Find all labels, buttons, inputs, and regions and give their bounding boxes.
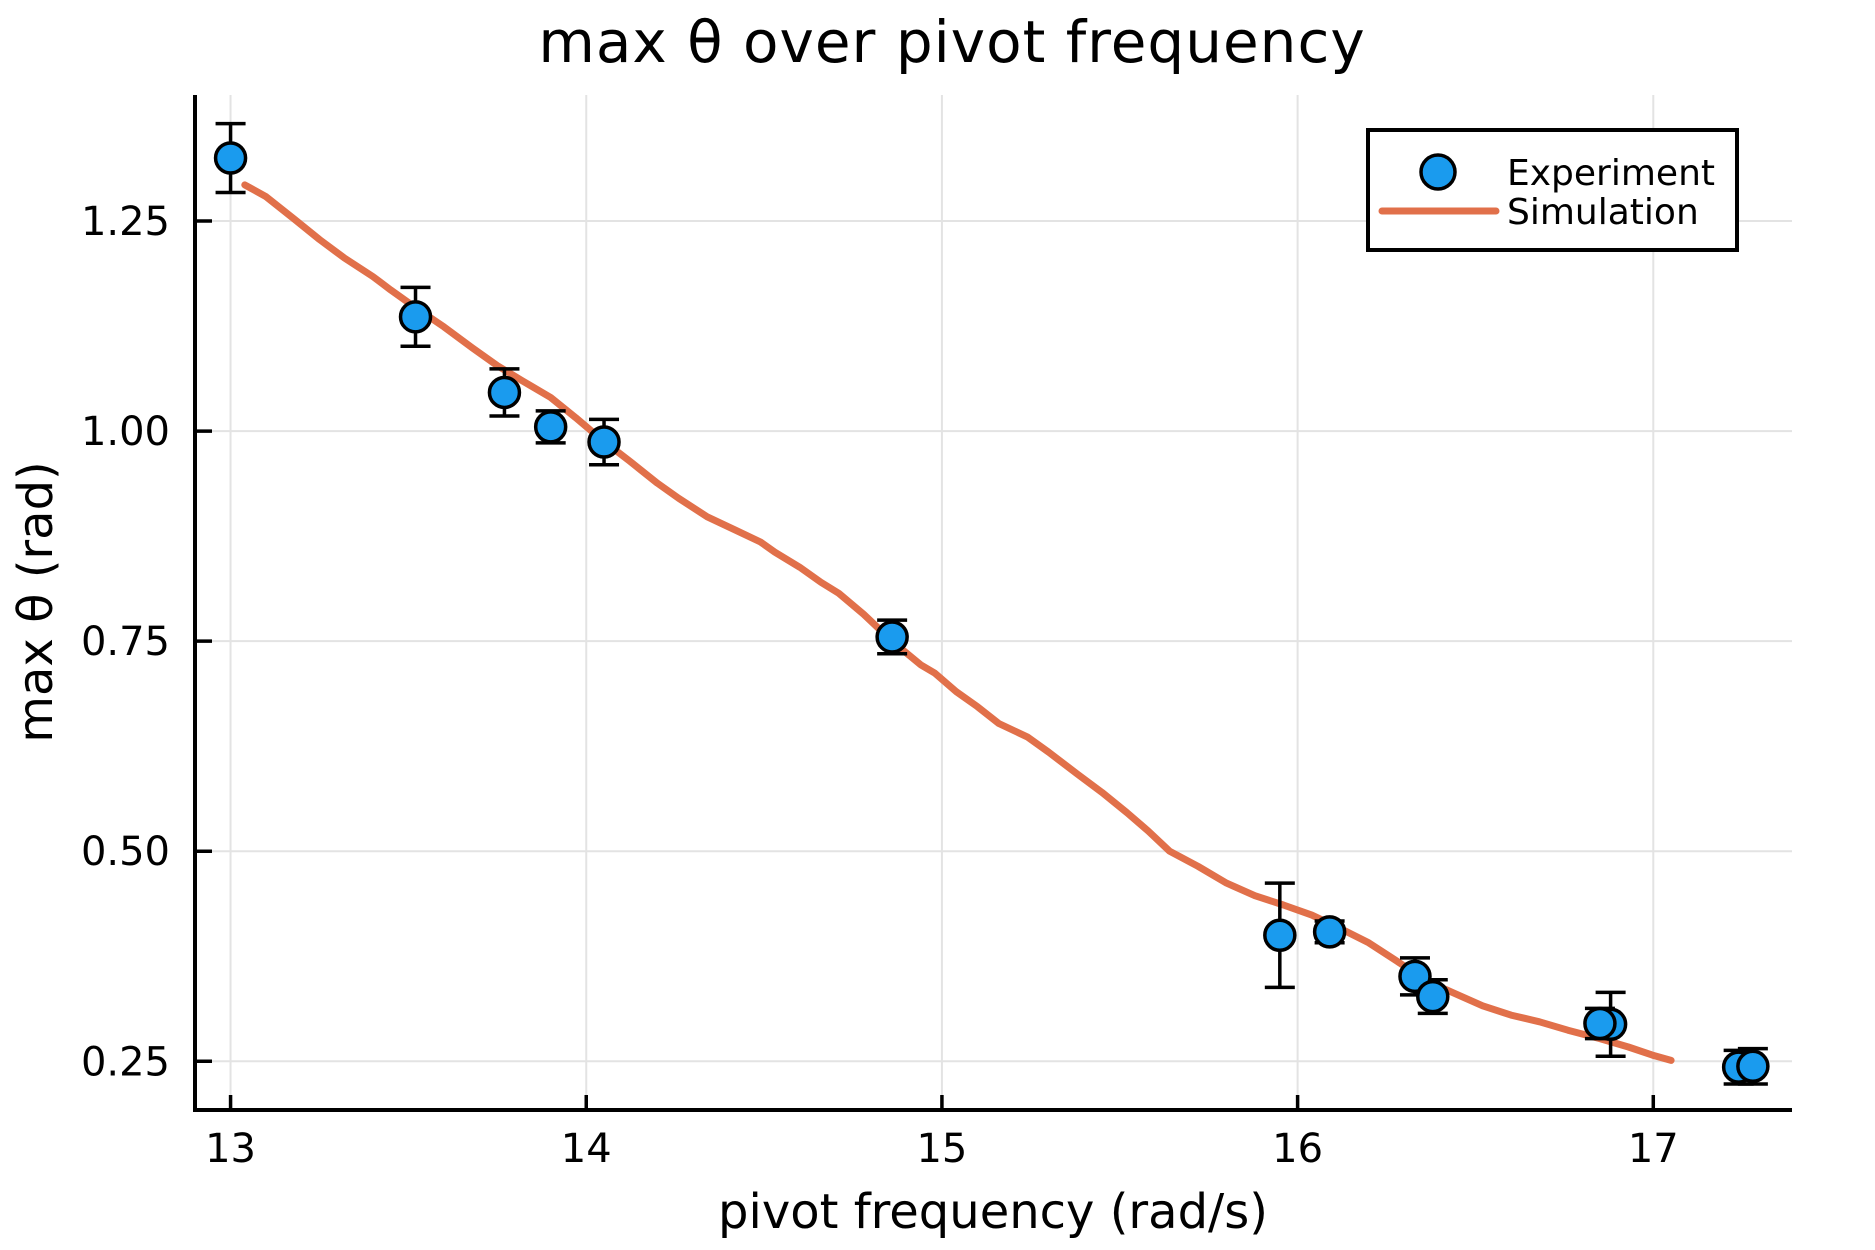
legend-box bbox=[1366, 128, 1739, 252]
y-tick-label: 1.25 bbox=[81, 199, 170, 245]
x-tick-label: 15 bbox=[916, 1126, 967, 1172]
data-point-marker bbox=[213, 141, 248, 175]
x-tick-label: 17 bbox=[1628, 1126, 1679, 1172]
legend-experiment-marker-icon bbox=[1419, 153, 1457, 191]
data-point-marker bbox=[1312, 915, 1347, 949]
data-point-marker bbox=[587, 425, 621, 459]
data-point-marker bbox=[1416, 979, 1450, 1014]
x-axis-label: pivot frequency (rad/s) bbox=[718, 1184, 1268, 1240]
y-tick-label: 0.25 bbox=[81, 1039, 170, 1085]
y-axis-label: max θ (rad) bbox=[8, 461, 64, 743]
legend: Experiment Simulation bbox=[1366, 128, 1739, 252]
x-tick-label: 14 bbox=[561, 1126, 612, 1172]
data-point-marker bbox=[1736, 1049, 1770, 1084]
chart-title: max θ over pivot frequency bbox=[538, 8, 1365, 76]
data-point-marker bbox=[1263, 918, 1297, 952]
tick-labels-layer: 13 14 15 16 17 0.25 0.50 0.75 1.00 1.25 bbox=[81, 199, 1679, 1172]
x-tick-label: 13 bbox=[205, 1126, 256, 1172]
x-tick-label: 16 bbox=[1272, 1126, 1323, 1172]
legend-label-simulation: Simulation bbox=[1507, 192, 1699, 233]
data-point-marker bbox=[875, 620, 909, 654]
y-tick-label: 1.00 bbox=[81, 409, 170, 455]
legend-label-experiment: Experiment bbox=[1507, 153, 1715, 194]
data-point-marker bbox=[398, 300, 433, 334]
y-tick-label: 0.75 bbox=[81, 619, 170, 665]
data-point-marker bbox=[1583, 1006, 1617, 1041]
data-point-marker bbox=[533, 410, 568, 444]
axes-layer bbox=[193, 95, 1792, 1112]
series-layer bbox=[213, 121, 1770, 1086]
data-point-marker bbox=[487, 375, 522, 410]
y-tick-label: 0.50 bbox=[81, 829, 170, 875]
simulation-line bbox=[241, 181, 1675, 1064]
